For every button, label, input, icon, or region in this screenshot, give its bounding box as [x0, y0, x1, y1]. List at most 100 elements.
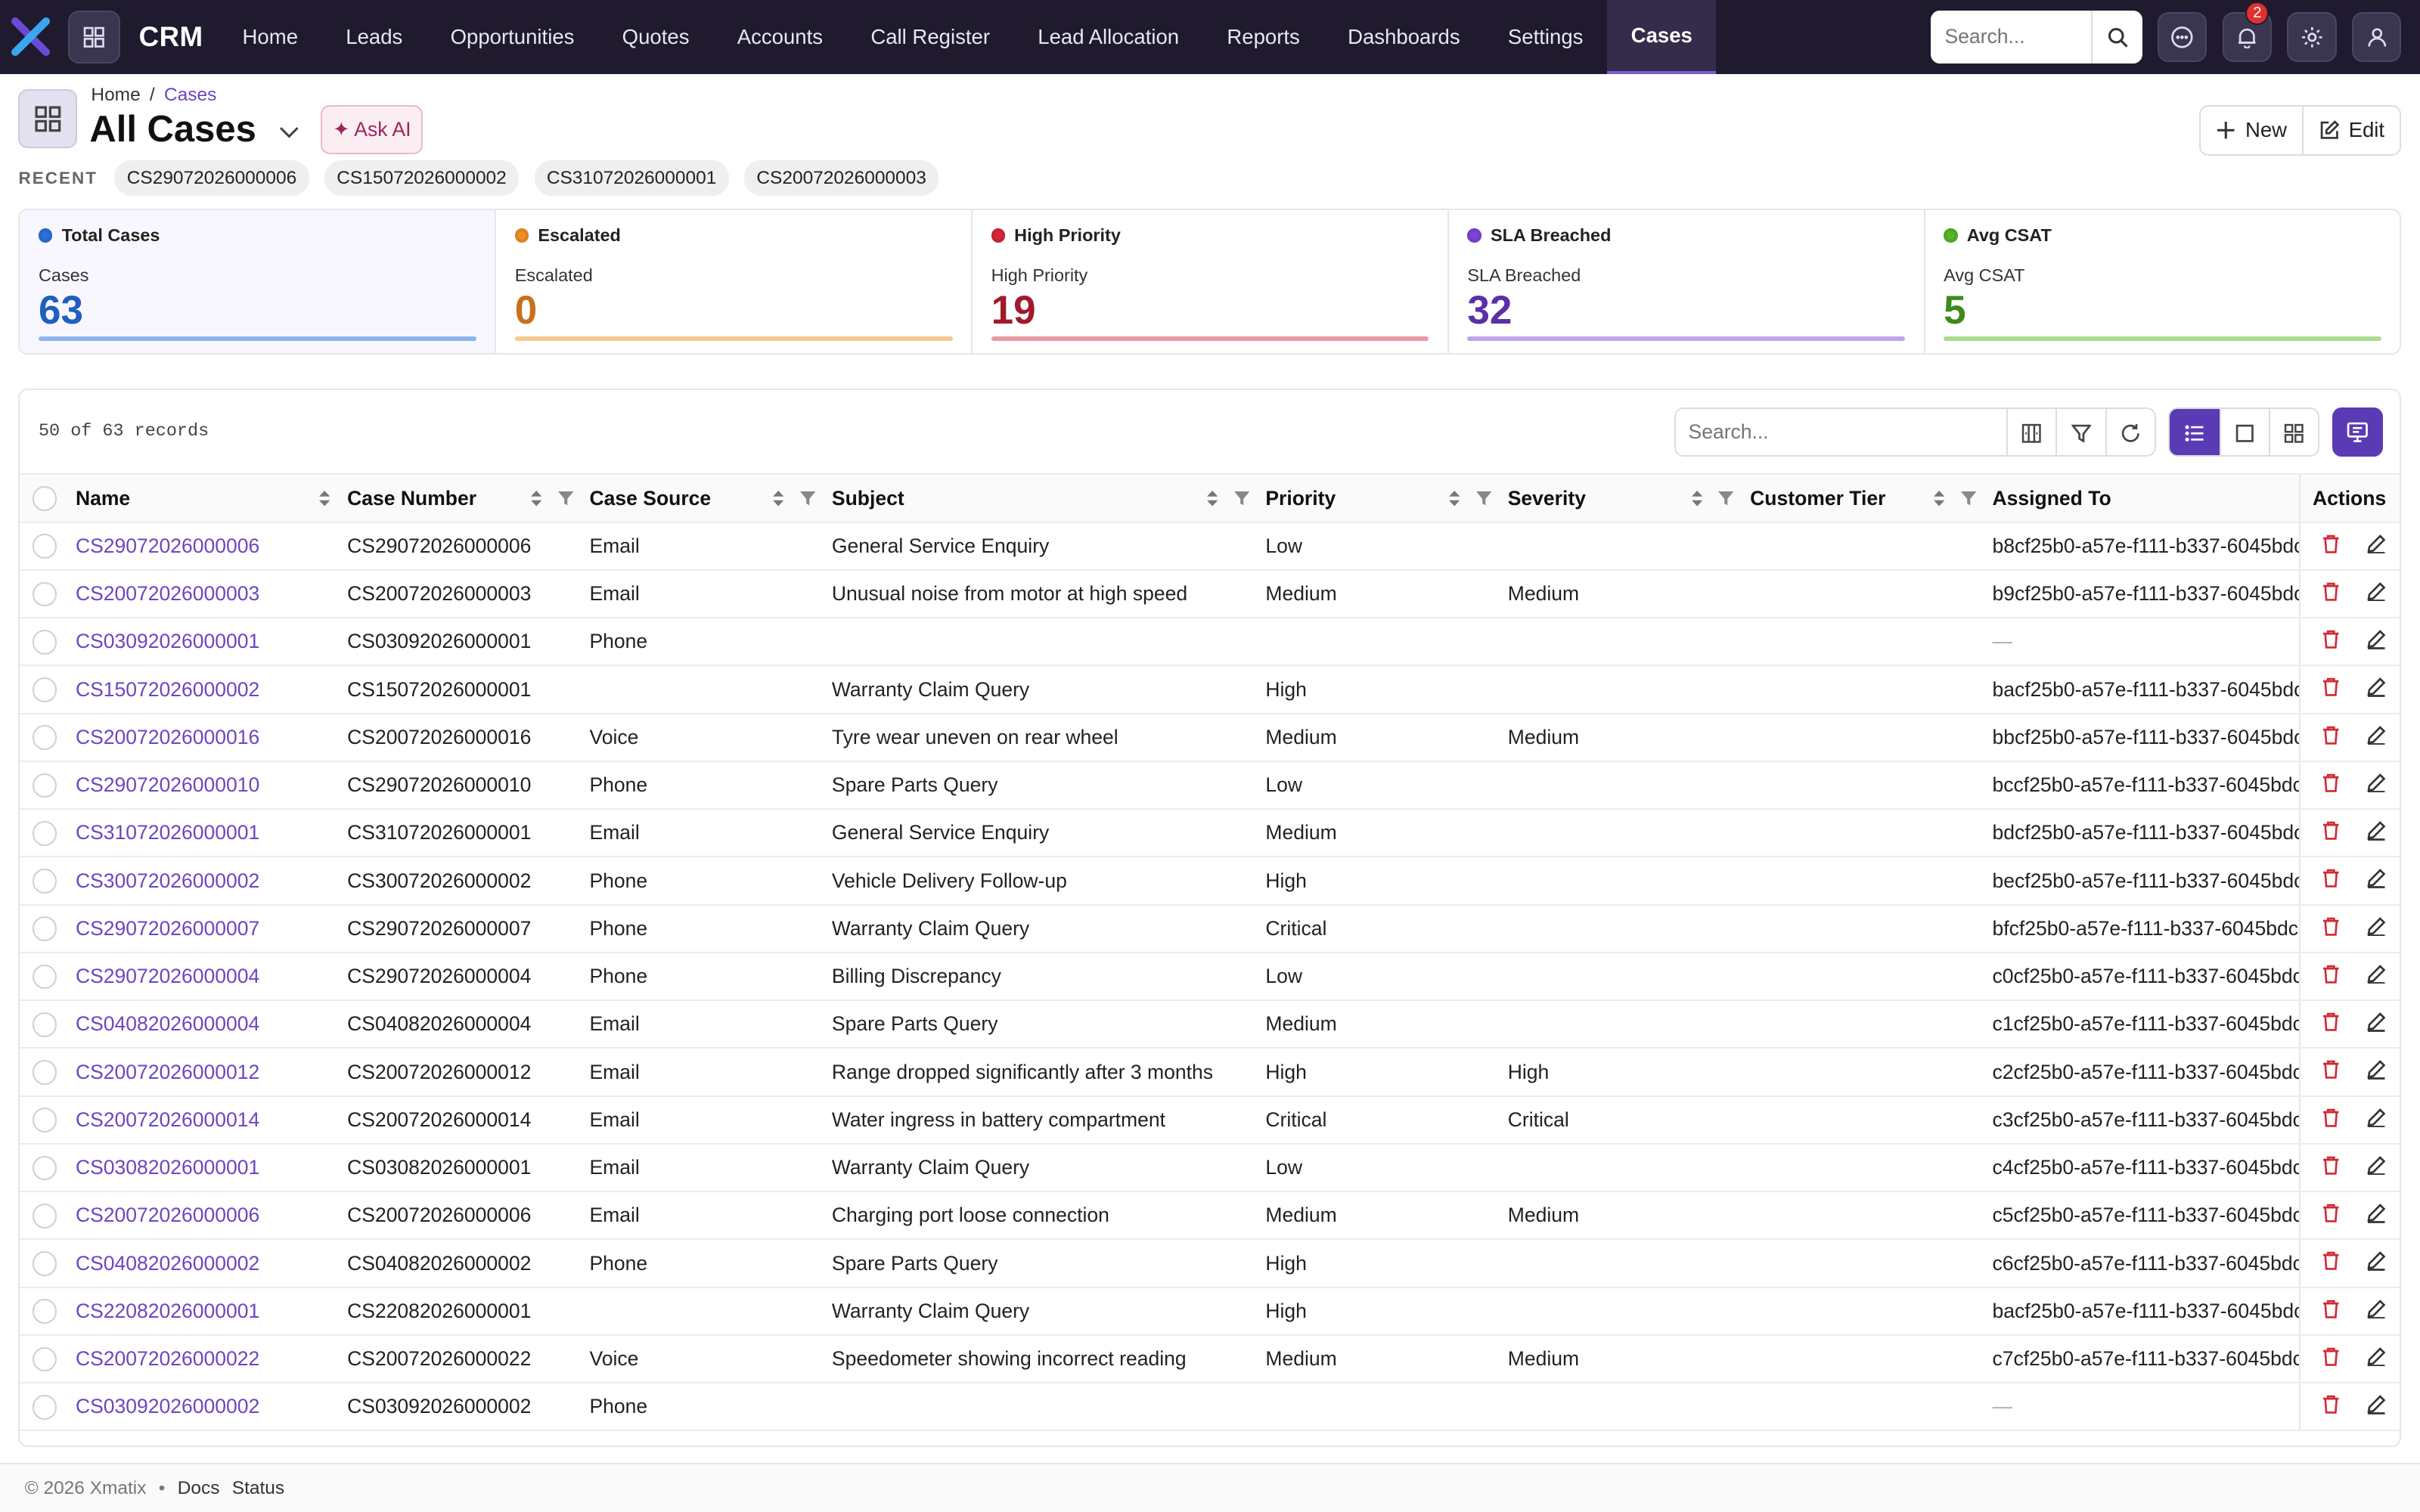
table-row[interactable]: CS20072026000006 CS20072026000006 Email Cha… [20, 1191, 2400, 1241]
column-header-name[interactable]: Name [69, 473, 341, 523]
row-checkbox[interactable] [32, 773, 57, 798]
table-row[interactable]: CS20072026000022 CS20072026000022 Voice Spe… [20, 1334, 2400, 1384]
nav-item-settings[interactable]: Settings [1507, 24, 1584, 48]
table-row[interactable]: CS03092026000001 CS03092026000001 Phone — [20, 618, 2400, 667]
column-header-severity[interactable]: Severity [1501, 473, 1744, 523]
case-name-link[interactable]: CS20072026000016 [69, 713, 341, 762]
table-row[interactable]: CS29072026000004 CS29072026000004 Phone Bil… [20, 952, 2400, 1002]
edit-icon[interactable] [2366, 1155, 2387, 1181]
case-name-link[interactable]: CS20072026000012 [69, 1048, 341, 1097]
kpi-escalated[interactable]: Escalated Escalated 0 [496, 209, 973, 354]
row-checkbox[interactable] [32, 725, 57, 750]
edit-icon[interactable] [2366, 773, 2387, 798]
refresh-button[interactable] [2105, 408, 2155, 456]
nav-item-cases[interactable]: Cases [1607, 0, 1717, 74]
edit-icon[interactable] [2366, 1012, 2387, 1037]
case-name-link[interactable]: CS31072026000001 [69, 809, 341, 858]
case-name-link[interactable]: CS29072026000007 [69, 904, 341, 953]
row-checkbox[interactable] [32, 1203, 57, 1228]
delete-icon[interactable] [2322, 1203, 2340, 1228]
breadcrumb-current[interactable]: Cases [163, 85, 217, 106]
case-name-link[interactable]: CS04082026000002 [69, 1239, 341, 1288]
nav-item-accounts[interactable]: Accounts [737, 24, 824, 48]
global-search-button[interactable] [2091, 11, 2142, 64]
filter-icon[interactable] [557, 489, 574, 513]
edit-icon[interactable] [2366, 868, 2387, 894]
kpi-sla-breached[interactable]: SLA Breached SLA Breached 32 [1449, 209, 1925, 354]
delete-icon[interactable] [2322, 820, 2340, 846]
card-view-button[interactable] [2219, 408, 2269, 456]
sort-icon[interactable] [1447, 489, 1461, 513]
row-checkbox[interactable] [32, 1108, 57, 1132]
column-header-subject[interactable]: Subject [825, 473, 1260, 523]
row-checkbox[interactable] [32, 1251, 57, 1276]
nav-item-reports[interactable]: Reports [1227, 24, 1300, 48]
table-row[interactable]: CS20072026000012 CS20072026000012 Email Ran… [20, 1048, 2400, 1097]
nav-item-leads[interactable]: Leads [346, 24, 403, 48]
list-view-button[interactable] [2170, 408, 2220, 456]
nav-item-quotes[interactable]: Quotes [622, 24, 690, 48]
table-row[interactable]: CS22082026000001 CS22082026000001 Warranty… [20, 1287, 2400, 1336]
case-name-link[interactable]: CS04082026000004 [69, 1000, 341, 1049]
edit-icon[interactable] [2366, 1394, 2387, 1420]
ask-ai-button[interactable]: ✦ Ask AI [321, 104, 424, 155]
filter-icon[interactable] [1960, 489, 1977, 513]
case-name-link[interactable]: CS30072026000002 [69, 857, 341, 906]
delete-icon[interactable] [2322, 1250, 2340, 1276]
edit-icon[interactable] [2366, 1108, 2387, 1133]
app-launcher-button[interactable] [67, 11, 121, 64]
row-checkbox[interactable] [32, 581, 57, 607]
row-checkbox[interactable] [32, 964, 57, 990]
chat-button[interactable] [2158, 12, 2207, 62]
delete-icon[interactable] [2322, 916, 2340, 942]
column-header-case-number[interactable]: Case Number [340, 473, 584, 523]
sort-icon[interactable] [529, 489, 543, 513]
sort-icon[interactable] [1205, 489, 1219, 513]
row-checkbox[interactable] [32, 1299, 57, 1324]
row-checkbox[interactable] [32, 534, 57, 559]
column-header-customer-tier[interactable]: Customer Tier [1743, 473, 1987, 523]
row-checkbox[interactable] [32, 916, 57, 941]
column-header-assigned-to[interactable]: Assigned To [1986, 473, 2300, 523]
delete-icon[interactable] [2322, 1155, 2340, 1181]
edit-icon[interactable] [2366, 1346, 2387, 1372]
table-row[interactable]: CS04082026000002 CS04082026000002 Phone Spa… [20, 1239, 2400, 1288]
delete-icon[interactable] [2322, 1299, 2340, 1325]
delete-icon[interactable] [2322, 1108, 2340, 1133]
row-checkbox[interactable] [32, 820, 57, 846]
edit-icon[interactable] [2366, 916, 2387, 942]
kpi-total-cases[interactable]: Total Cases Cases 63 [20, 209, 497, 354]
chevron-down-icon[interactable] [278, 120, 301, 144]
edit-icon[interactable] [2366, 534, 2387, 559]
nav-item-call-register[interactable]: Call Register [870, 24, 990, 48]
table-row[interactable]: CS15072026000002 CS15072026000001 Warranty… [20, 665, 2400, 714]
case-name-link[interactable]: CS20072026000006 [69, 1191, 341, 1241]
table-row[interactable]: CS29072026000007 CS29072026000007 Phone War… [20, 904, 2400, 953]
sort-icon[interactable] [1932, 489, 1946, 513]
sort-icon[interactable] [1690, 489, 1704, 513]
table-row[interactable]: CS20072026000016 CS20072026000016 Voice Tyr… [20, 713, 2400, 762]
delete-icon[interactable] [2322, 1394, 2340, 1420]
delete-icon[interactable] [2322, 1012, 2340, 1037]
table-row[interactable]: CS03082026000001 CS03082026000001 Email War… [20, 1143, 2400, 1193]
row-checkbox[interactable] [32, 869, 57, 894]
edit-icon[interactable] [2366, 1299, 2387, 1325]
filter-icon[interactable] [799, 489, 816, 513]
recent-chip[interactable]: CS20072026000003 [744, 160, 939, 197]
new-button[interactable]: New [2201, 107, 2303, 154]
row-checkbox[interactable] [32, 629, 57, 655]
grid-view-button[interactable] [2268, 408, 2318, 456]
delete-icon[interactable] [2322, 629, 2340, 655]
nav-item-opportunities[interactable]: Opportunities [450, 24, 575, 48]
table-row[interactable]: CS30072026000002 CS30072026000002 Phone Veh… [20, 857, 2400, 906]
case-name-link[interactable]: CS03092026000001 [69, 618, 341, 667]
delete-icon[interactable] [2322, 1059, 2340, 1085]
table-row[interactable]: CS04082026000004 CS04082026000004 Email Spa… [20, 1000, 2400, 1049]
sort-icon[interactable] [771, 489, 785, 513]
edit-icon[interactable] [2366, 964, 2387, 990]
table-row[interactable]: CS29072026000006 CS29072026000006 Email Gen… [20, 522, 2400, 571]
user-menu-button[interactable] [2352, 12, 2402, 62]
case-name-link[interactable]: CS29072026000006 [69, 522, 341, 571]
nav-item-home[interactable]: Home [242, 24, 299, 48]
column-header-case-source[interactable]: Case Source [583, 473, 826, 523]
